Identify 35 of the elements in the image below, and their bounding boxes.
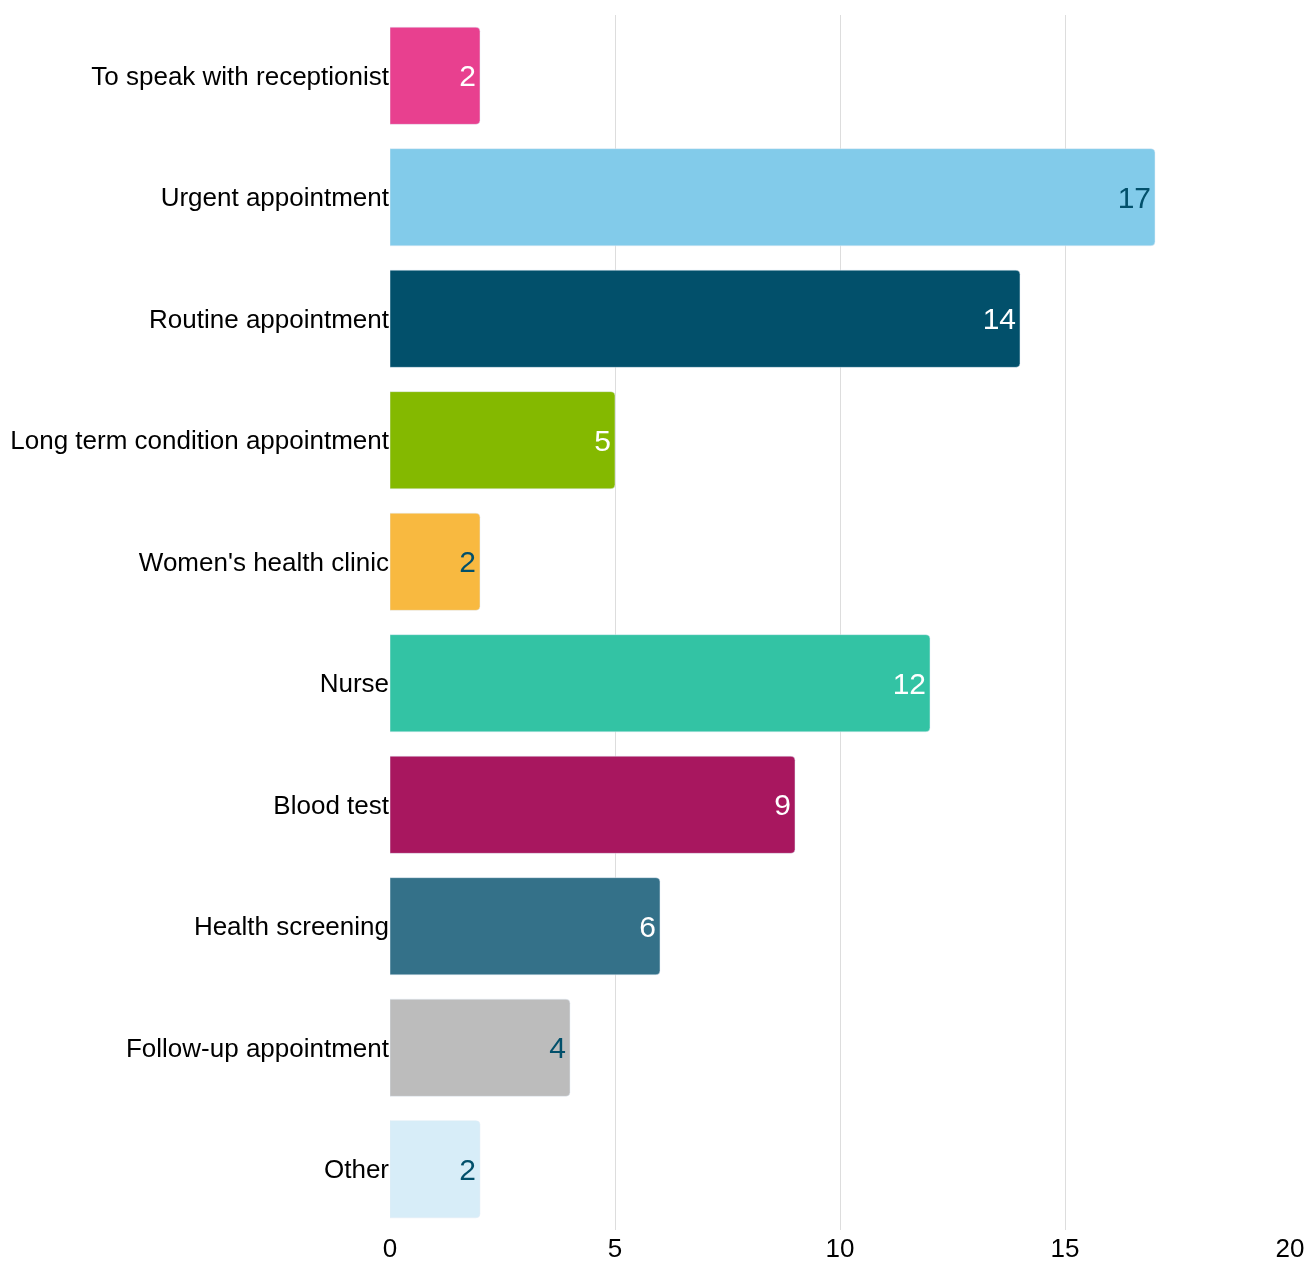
y-tick-label: Blood test — [273, 789, 390, 820]
data-label: 2 — [459, 1152, 476, 1186]
x-tick-label: 10 — [825, 1233, 855, 1263]
y-tick-label: Health screening — [193, 911, 389, 942]
data-label: 9 — [774, 788, 791, 822]
data-label: 12 — [892, 666, 926, 700]
y-tick-label: To speak with receptionist — [91, 60, 390, 91]
y-tick-label: Other — [323, 1154, 390, 1185]
data-label: 6 — [639, 909, 656, 943]
x-tick-label: 0 — [382, 1233, 398, 1263]
bar — [390, 1120, 481, 1219]
y-tick-label: Nurse — [319, 668, 389, 699]
data-label: 17 — [1117, 180, 1151, 214]
bar — [390, 755, 796, 854]
bar — [390, 148, 1156, 247]
bar — [390, 512, 481, 611]
y-tick-label: Women's health clinic — [138, 546, 389, 577]
bar — [390, 269, 1021, 368]
x-tick-label: 5 — [607, 1233, 623, 1263]
data-label: 5 — [594, 423, 611, 457]
y-tick-label: Urgent appointment — [160, 182, 390, 213]
x-tick-label: 15 — [1050, 1233, 1080, 1263]
y-tick-label: Follow-up appointment — [125, 1032, 390, 1063]
data-label: 14 — [982, 302, 1016, 336]
data-label: 2 — [459, 59, 476, 93]
x-tick-label: 20 — [1275, 1233, 1305, 1263]
bar — [390, 634, 931, 733]
data-label: 4 — [549, 1031, 566, 1065]
bar — [390, 26, 481, 125]
data-label: 2 — [459, 545, 476, 579]
y-tick-label: Long term condition appointment — [10, 425, 390, 456]
bar — [390, 877, 661, 976]
bar — [390, 391, 616, 490]
bar — [390, 998, 571, 1097]
y-tick-label: Routine appointment — [149, 303, 390, 334]
